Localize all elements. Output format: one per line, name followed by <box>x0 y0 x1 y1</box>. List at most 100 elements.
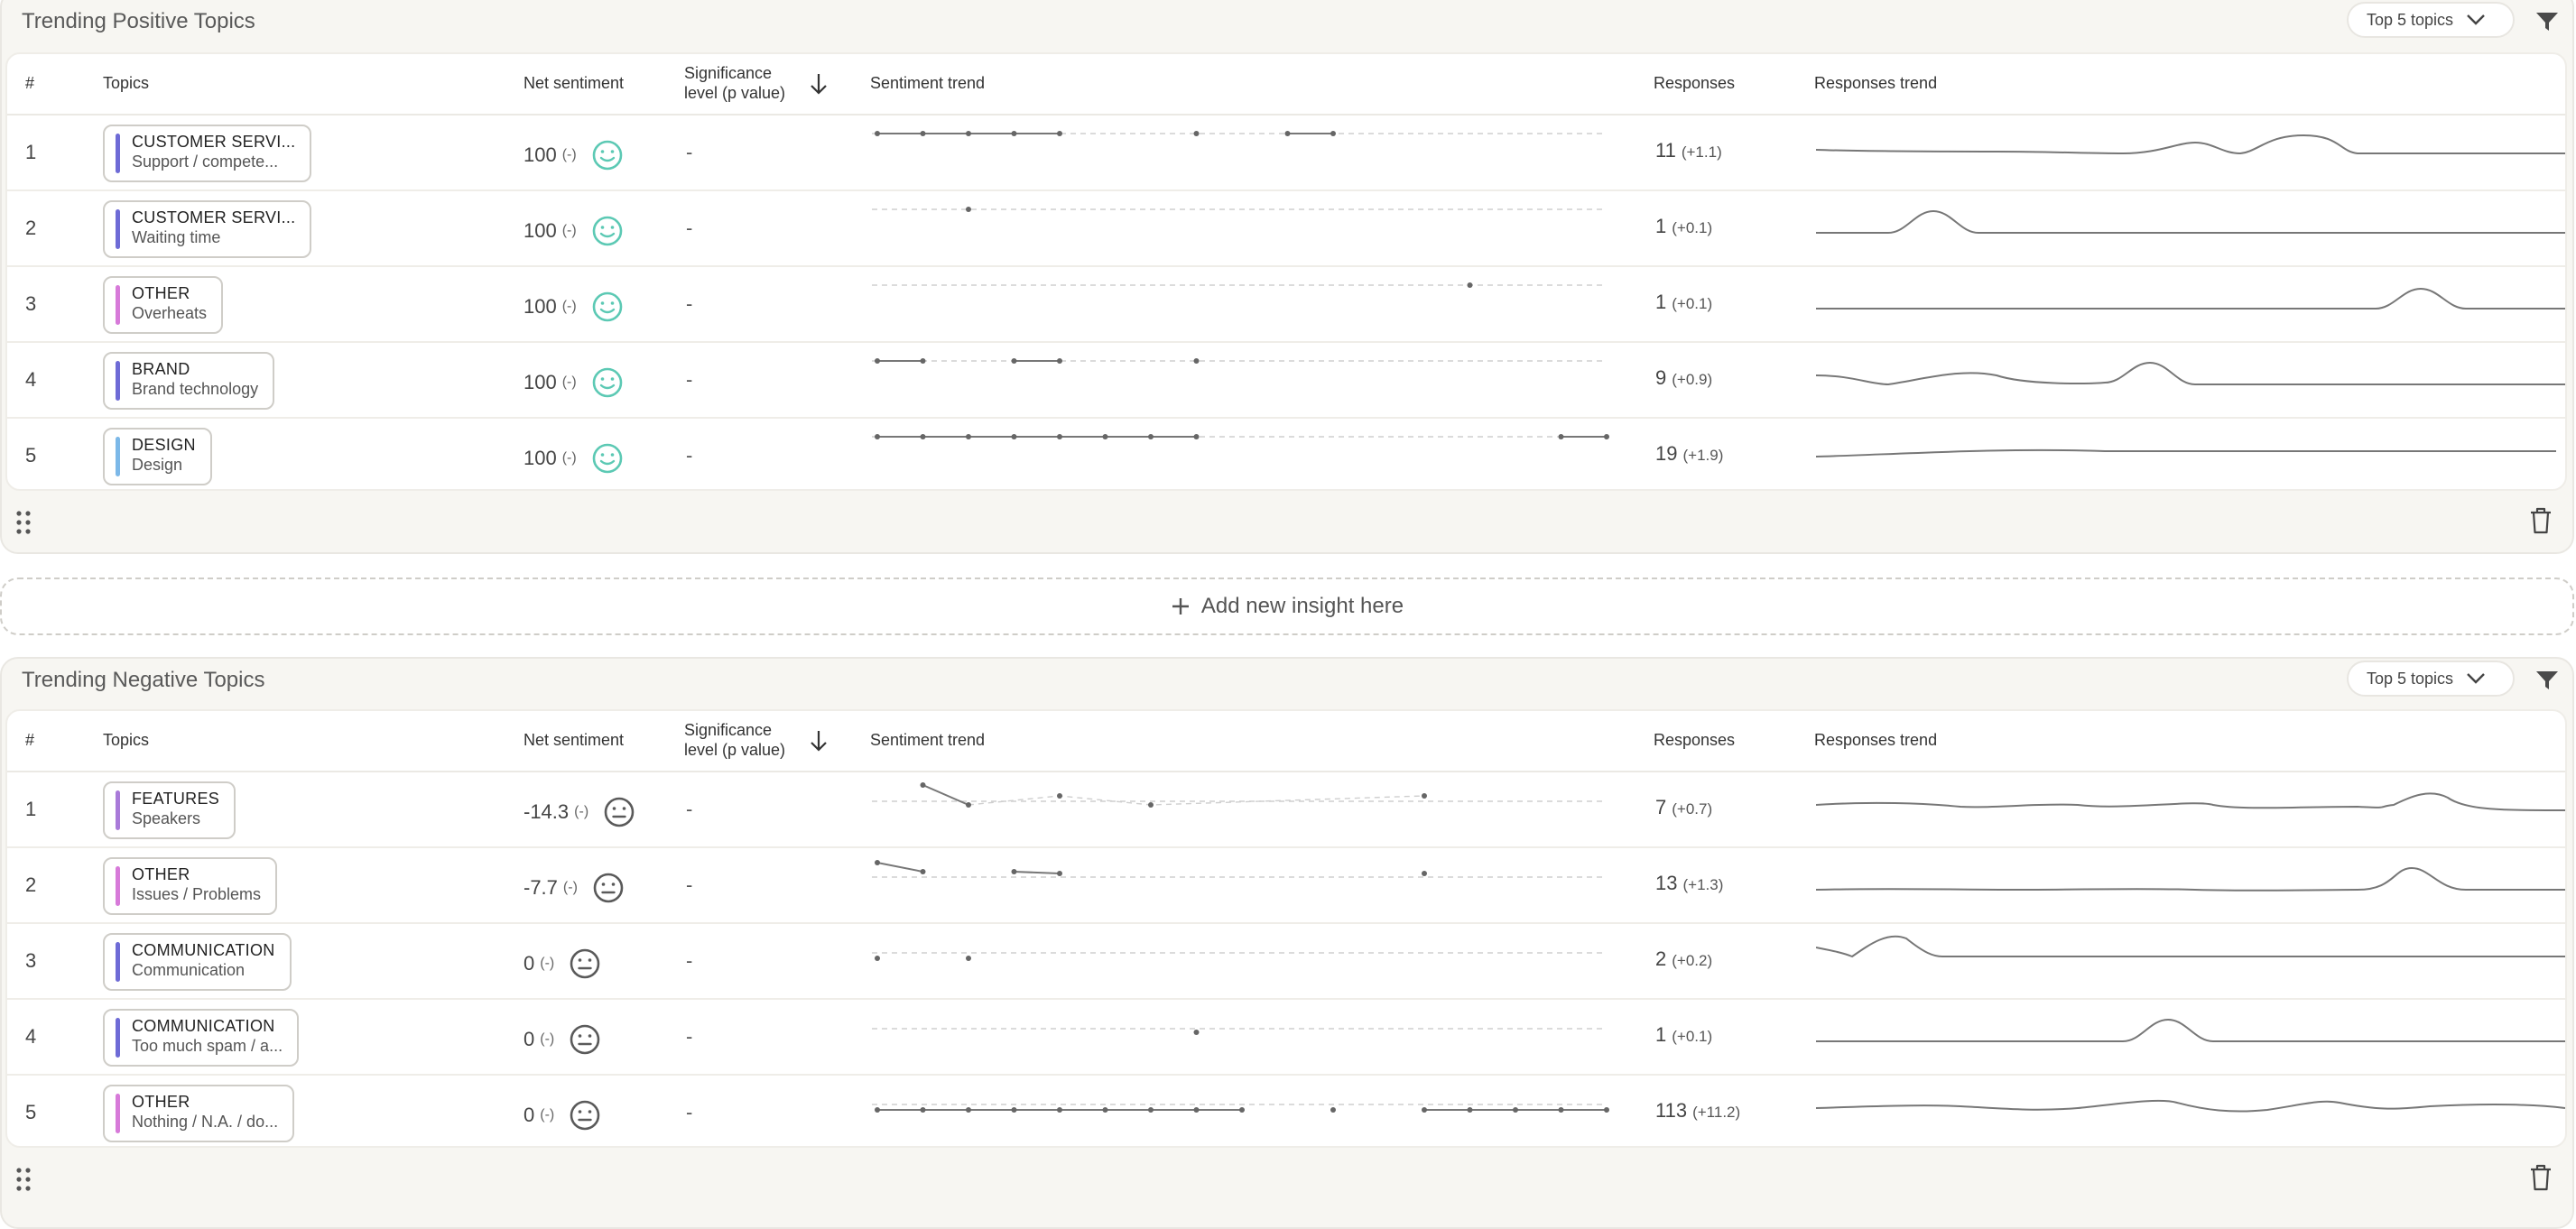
neutral-face-icon <box>570 1100 600 1131</box>
table-row[interactable]: 3 OTHER Overheats 100 (-) - 1 (+0.1) <box>7 267 2565 343</box>
table-row[interactable]: 3 COMMUNICATION Communication 0 (-) - 2 … <box>7 924 2565 1000</box>
topic-category: CUSTOMER SERVI... <box>132 208 296 226</box>
row-rank: 4 <box>25 1025 37 1048</box>
responses: 2 (+0.2) <box>1655 947 1712 971</box>
filter-button[interactable] <box>2527 4 2567 40</box>
col-net-sentiment: Net sentiment <box>524 731 625 749</box>
col-responses-trend: Responses trend <box>1814 74 1938 92</box>
topic-chip[interactable]: COMMUNICATION Communication <box>103 933 292 991</box>
table-row[interactable]: 5 OTHER Nothing / N.A. / do... 0 (-) - 1… <box>7 1076 2565 1146</box>
sentiment-point <box>920 131 926 136</box>
sentiment-point <box>1102 1107 1108 1113</box>
topic-color-bar <box>116 1018 120 1058</box>
topic-category: FEATURES <box>132 790 220 808</box>
topic-category: CUSTOMER SERVI... <box>132 133 296 151</box>
sentiment-point <box>1148 434 1154 439</box>
significance-value: - <box>686 1101 693 1123</box>
table-row[interactable]: 4 COMMUNICATION Too much spam / a... 0 (… <box>7 1000 2565 1076</box>
topic-chip[interactable]: OTHER Overheats <box>103 276 224 334</box>
topic-chip[interactable]: CUSTOMER SERVI... Waiting time <box>103 200 312 258</box>
responses: 7 (+0.7) <box>1655 796 1712 819</box>
topic-chip[interactable]: CUSTOMER SERVI... Support / compete... <box>103 125 312 182</box>
table-row[interactable]: 5 DESIGN Design 100 (-) - 19 (+1.9) <box>7 419 2565 489</box>
topic-subtopic: Communication <box>132 961 246 979</box>
table-row[interactable]: 1 FEATURES Speakers -14.3 (-) - 7 (+0.7) <box>7 772 2565 848</box>
responses-change: (+1.9) <box>1682 447 1724 464</box>
responses: 1 (+0.1) <box>1655 291 1712 314</box>
col-significance-line2: level (p value) <box>684 84 786 102</box>
responses-change: (+0.9) <box>1672 371 1713 388</box>
dropdown-label: Top 5 topics <box>2367 669 2454 688</box>
col-significance[interactable]: Significance level (p value) <box>684 63 785 103</box>
net-sentiment: 100 (-) <box>524 442 624 475</box>
sentiment-change: (-) <box>540 1031 555 1047</box>
responses: 1 (+0.1) <box>1655 215 1712 238</box>
topic-chip[interactable]: BRAND Brand technology <box>103 352 275 410</box>
negative-topics-table: # Topics Net sentiment Significance leve… <box>5 709 2567 1148</box>
sentiment-sparkline <box>872 131 1607 136</box>
sentiment-point <box>1057 1107 1062 1113</box>
neutral-face-icon <box>570 1024 600 1055</box>
responses: 9 (+0.9) <box>1655 366 1712 390</box>
sentiment-value: -7.7 <box>524 876 558 899</box>
sort-descending-icon[interactable] <box>809 72 829 96</box>
drag-handle-icon[interactable] <box>16 511 31 534</box>
topic-category: BRAND <box>132 360 190 378</box>
col-significance-line1: Significance <box>684 64 773 82</box>
responses-sparkline <box>1816 935 2565 958</box>
sentiment-point <box>1422 871 1427 876</box>
topic-category: COMMUNICATION <box>132 1017 275 1035</box>
sentiment-value: 0 <box>524 952 535 975</box>
sentiment-sparkline <box>872 782 1607 808</box>
happy-face-icon <box>592 443 623 474</box>
drag-handle-icon[interactable] <box>16 1168 31 1191</box>
sentiment-sparkline <box>872 1104 1609 1113</box>
table-row[interactable]: 4 BRAND Brand technology 100 (-) - 9 (+0… <box>7 343 2565 419</box>
responses-change: (+0.1) <box>1672 1028 1713 1045</box>
topic-subtopic: Design <box>132 456 183 474</box>
negative-topics-panel: Trending Negative Topics Top 5 topics # … <box>0 657 2574 1229</box>
sentiment-point <box>1057 871 1062 876</box>
table-row[interactable]: 2 OTHER Issues / Problems -7.7 (-) - 13 … <box>7 848 2565 924</box>
table-header: # Topics Net sentiment Significance leve… <box>7 54 2565 116</box>
topic-chip[interactable]: FEATURES Speakers <box>103 781 236 839</box>
topic-color-bar <box>116 437 120 476</box>
responses: 113 (+11.2) <box>1655 1099 1740 1123</box>
col-sentiment-trend: Sentiment trend <box>870 74 986 92</box>
add-insight-button[interactable]: Add new insight here <box>0 578 2574 635</box>
trash-icon[interactable] <box>2529 1164 2553 1191</box>
table-row[interactable]: 2 CUSTOMER SERVI... Waiting time 100 (-)… <box>7 191 2565 267</box>
topic-color-bar <box>116 209 120 249</box>
chevron-down-icon <box>2467 14 2485 25</box>
sentiment-point <box>1422 793 1427 799</box>
responses: 11 (+1.1) <box>1655 139 1722 162</box>
top-topics-dropdown[interactable]: Top 5 topics <box>2347 2 2515 38</box>
row-rank: 1 <box>25 141 37 163</box>
responses-value: 1 <box>1655 291 1667 313</box>
col-significance[interactable]: Significance level (p value) <box>684 720 785 760</box>
net-sentiment: 0 (-) <box>524 947 601 980</box>
topic-chip[interactable]: OTHER Issues / Problems <box>103 857 278 915</box>
responses-change: (+1.3) <box>1682 876 1724 893</box>
responses-sparkline <box>1816 792 2565 811</box>
sentiment-point <box>1011 434 1017 439</box>
topic-chip[interactable]: COMMUNICATION Too much spam / a... <box>103 1009 300 1067</box>
sort-descending-icon[interactable] <box>809 729 829 753</box>
panel-footer <box>2 1153 2572 1207</box>
sentiment-point <box>1057 793 1062 799</box>
trash-icon[interactable] <box>2529 507 2553 534</box>
topic-color-bar <box>116 790 120 830</box>
neutral-face-icon <box>604 797 635 827</box>
sentiment-change: (-) <box>562 880 578 895</box>
table-row[interactable]: 1 CUSTOMER SERVI... Support / compete...… <box>7 116 2565 191</box>
sentiment-point <box>875 956 880 961</box>
sentiment-point <box>1193 131 1200 136</box>
topic-category: DESIGN <box>132 436 196 454</box>
filter-button[interactable] <box>2527 662 2567 698</box>
sentiment-value: 100 <box>524 143 557 166</box>
sentiment-point <box>1330 1107 1336 1113</box>
top-topics-dropdown[interactable]: Top 5 topics <box>2347 661 2515 697</box>
topic-chip[interactable]: DESIGN Design <box>103 428 212 485</box>
responses: 19 (+1.9) <box>1655 442 1723 466</box>
topic-chip[interactable]: OTHER Nothing / N.A. / do... <box>103 1085 295 1142</box>
